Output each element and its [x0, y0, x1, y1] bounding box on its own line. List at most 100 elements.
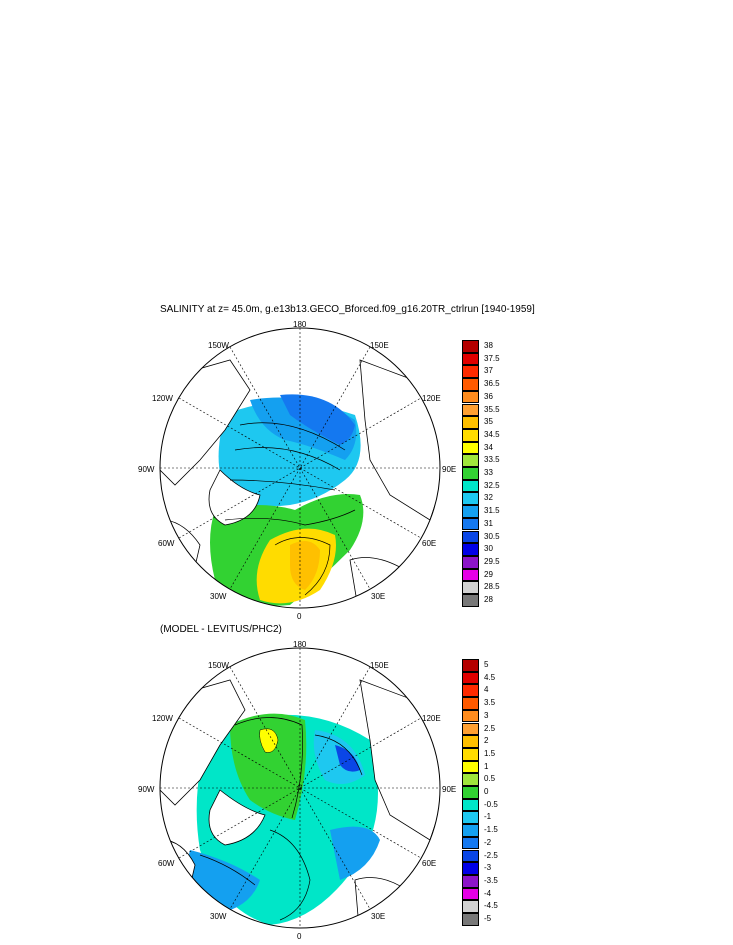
lon-label-60e: 60E	[422, 539, 437, 548]
lon-label-180: 180	[293, 640, 307, 649]
meridian-line	[229, 666, 371, 910]
colorbar-label: 4.5	[484, 672, 496, 682]
colorbar-swatch	[462, 913, 479, 926]
colorbar-label: 30	[484, 544, 493, 554]
colorbar-label: 29	[484, 569, 493, 579]
lon-label-60w: 60W	[158, 539, 175, 548]
colorbar-label: -2.5	[484, 850, 498, 860]
colorbar-swatch	[462, 454, 479, 467]
colorbar-swatch	[462, 722, 479, 736]
colorbar-label: 35	[484, 417, 493, 427]
meridian-line	[229, 346, 371, 590]
colorbar-swatch	[462, 403, 479, 417]
colorbar-label: -1	[484, 812, 492, 822]
colorbar-label: -0.5	[484, 799, 498, 809]
colorbar-swatch	[462, 555, 479, 569]
colorbar-swatch	[462, 684, 479, 698]
anomaly-negative-fill	[330, 826, 380, 880]
colorbar-swatch	[462, 390, 479, 404]
polar-map-top	[159, 327, 441, 609]
colorbar-label: 0.5	[484, 774, 496, 784]
contour-line	[224, 509, 356, 526]
lon-label-120e: 120E	[422, 394, 441, 403]
colorbar-swatch	[462, 874, 479, 888]
lon-label-150e: 150E	[370, 341, 389, 350]
colorbar-swatch	[462, 428, 479, 442]
colorbar-label: 2	[484, 736, 489, 746]
colorbar-swatch	[462, 849, 479, 863]
colorbar-label: 36.5	[484, 379, 500, 389]
ocean-highest-salinity-fill	[290, 541, 320, 590]
contour-line	[199, 854, 256, 886]
lon-label-30w: 30W	[210, 592, 227, 601]
colorbar-swatch	[462, 340, 479, 353]
lon-label-0: 0	[297, 612, 302, 621]
colorbar-swatch	[462, 492, 479, 506]
colorbar-swatch	[462, 568, 479, 582]
colorbar-swatch	[462, 697, 479, 710]
title-bottom: (MODEL - LEVITUS/PHC2)	[160, 624, 282, 635]
land-scandinavia	[349, 557, 421, 608]
colorbar-swatch	[462, 365, 479, 379]
colorbar-label: 33.5	[484, 455, 500, 465]
panel-top: 180 150W 150E 120W 120E 90W 90E 60W 60E …	[130, 320, 470, 621]
colorbar-swatch	[462, 352, 479, 366]
colorbar-swatch	[462, 441, 479, 455]
map-frame	[159, 327, 441, 609]
colorbar-label: -5	[484, 914, 492, 923]
lon-label-0: 0	[297, 932, 302, 941]
colorbar-label: 31	[484, 518, 493, 528]
colorbar-swatch	[462, 505, 479, 518]
land-greenland	[208, 789, 266, 846]
colorbar-swatch	[462, 671, 479, 685]
colorbar-label: 29.5	[484, 556, 500, 566]
colorbar-label: -4	[484, 888, 492, 898]
meridian-line	[178, 397, 422, 539]
lon-label-150w: 150W	[208, 661, 229, 670]
colorbar-swatch	[462, 811, 479, 825]
colorbar-swatch	[462, 479, 479, 493]
colorbar-label: 5	[484, 660, 489, 669]
colorbar-swatch	[462, 543, 479, 556]
meridian-line	[229, 666, 371, 910]
colorbar-label: 3	[484, 710, 489, 720]
colorbar-swatch	[462, 709, 479, 723]
anomaly-positive-fill	[230, 713, 307, 820]
contour-line	[314, 734, 363, 776]
contour-line	[234, 447, 341, 471]
contour-line	[229, 479, 336, 491]
colorbar-swatch	[462, 517, 479, 531]
lon-label-60e: 60E	[422, 859, 437, 868]
lon-label-120e: 120E	[422, 714, 441, 723]
colorbar-swatch	[462, 773, 479, 786]
lon-label-90e: 90E	[442, 465, 457, 474]
colorbar-swatch	[462, 735, 479, 748]
contour-line	[269, 829, 311, 921]
colorbar-label: 3.5	[484, 698, 496, 708]
lon-label-120w: 120W	[152, 394, 173, 403]
colorbar-label: 1	[484, 761, 489, 771]
colorbar-swatch	[462, 824, 479, 837]
colorbar-swatch	[462, 378, 479, 391]
polar-map-bottom	[159, 647, 441, 929]
lon-label-60w: 60W	[158, 859, 175, 868]
anomaly-min-fill	[335, 745, 360, 772]
colorbar-label: 28	[484, 595, 493, 604]
colorbar-label: 33	[484, 468, 493, 477]
contour-line	[239, 422, 346, 451]
colorbar-label: 2.5	[484, 723, 496, 733]
colorbar-label: 28.5	[484, 582, 500, 592]
lon-label-30e: 30E	[371, 912, 386, 921]
colorbar-swatch	[462, 416, 479, 429]
colorbar-swatch	[462, 798, 479, 812]
colorbar-label: 37.5	[484, 353, 500, 363]
colorbar-swatch	[462, 836, 479, 850]
colorbar-label: 36	[484, 391, 493, 401]
colorbar-label: 30.5	[484, 531, 500, 541]
colorbar-label: 34.5	[484, 429, 500, 439]
contour-line	[274, 537, 331, 596]
colorbar-swatch	[462, 786, 479, 799]
colorbar-label: -2	[484, 837, 492, 847]
lon-label-30w: 30W	[210, 912, 227, 921]
colorbar-swatch	[462, 659, 479, 672]
